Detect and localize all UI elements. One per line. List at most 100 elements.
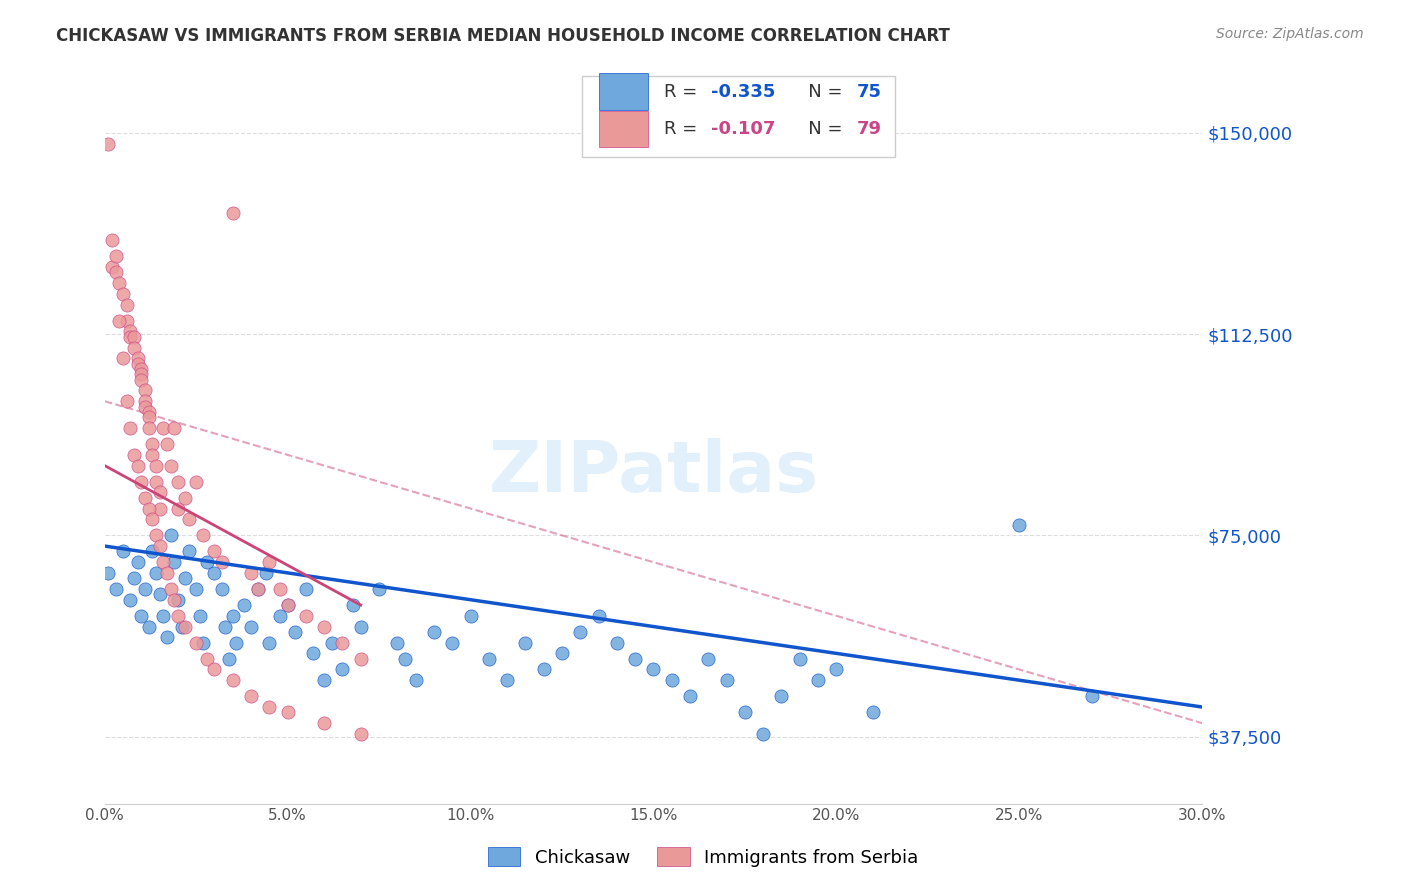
Point: [314, 716, 336, 731]
Point: [195, 652, 218, 666]
Point: [460, 608, 482, 623]
Text: ZIPatlas: ZIPatlas: [488, 438, 818, 508]
Point: [111, 286, 134, 301]
Point: [115, 314, 138, 328]
Text: -0.335: -0.335: [710, 83, 775, 101]
Point: [111, 544, 134, 558]
Point: [697, 652, 720, 666]
Point: [321, 635, 343, 649]
Point: [141, 512, 163, 526]
Point: [145, 458, 167, 473]
Point: [129, 368, 152, 382]
Point: [174, 619, 197, 633]
Text: R =: R =: [665, 120, 703, 138]
Point: [195, 555, 218, 569]
Point: [111, 351, 134, 366]
Point: [211, 582, 233, 596]
Point: [387, 635, 409, 649]
Point: [232, 598, 254, 612]
Point: [152, 555, 174, 569]
Point: [148, 539, 170, 553]
Point: [368, 582, 391, 596]
Point: [177, 544, 200, 558]
Point: [138, 421, 160, 435]
Point: [141, 437, 163, 451]
Point: [515, 635, 537, 649]
Point: [211, 555, 233, 569]
Point: [551, 646, 574, 660]
Point: [569, 624, 592, 639]
Point: [108, 276, 131, 290]
Point: [214, 619, 236, 633]
Point: [350, 652, 373, 666]
Point: [734, 706, 756, 720]
Point: [120, 592, 142, 607]
Point: [314, 619, 336, 633]
Point: [770, 690, 793, 704]
Point: [184, 582, 207, 596]
Point: [342, 598, 364, 612]
Point: [101, 260, 124, 274]
Point: [222, 673, 245, 688]
Point: [97, 566, 120, 580]
Point: [129, 362, 152, 376]
Point: [240, 690, 263, 704]
Point: [193, 635, 215, 649]
Point: [159, 458, 181, 473]
Point: [159, 528, 181, 542]
Point: [156, 630, 179, 644]
Point: [423, 624, 446, 639]
Point: [862, 706, 884, 720]
Point: [122, 448, 145, 462]
Point: [122, 571, 145, 585]
Point: [807, 673, 830, 688]
Point: [269, 582, 291, 596]
Point: [129, 608, 152, 623]
Point: [115, 394, 138, 409]
Point: [134, 394, 156, 409]
Point: [120, 325, 142, 339]
Text: 75: 75: [856, 83, 882, 101]
Point: [624, 652, 647, 666]
Point: [222, 206, 245, 220]
Point: [277, 706, 299, 720]
Text: N =: N =: [790, 83, 848, 101]
Point: [302, 646, 325, 660]
Point: [138, 410, 160, 425]
Point: [134, 491, 156, 505]
Point: [588, 608, 610, 623]
Point: [148, 587, 170, 601]
Point: [269, 608, 291, 623]
Point: [127, 458, 149, 473]
Point: [159, 582, 181, 596]
Point: [332, 635, 354, 649]
Point: [218, 652, 240, 666]
Point: [166, 608, 188, 623]
Point: [789, 652, 811, 666]
Point: [148, 501, 170, 516]
Point: [332, 663, 354, 677]
Text: Source: ZipAtlas.com: Source: ZipAtlas.com: [1216, 27, 1364, 41]
FancyBboxPatch shape: [599, 111, 648, 147]
Point: [277, 598, 299, 612]
Point: [533, 663, 555, 677]
Point: [108, 314, 131, 328]
Point: [152, 608, 174, 623]
Point: [184, 635, 207, 649]
Point: [405, 673, 427, 688]
Point: [104, 582, 127, 596]
Point: [247, 582, 270, 596]
Point: [134, 384, 156, 398]
Point: [134, 582, 156, 596]
Text: CHICKASAW VS IMMIGRANTS FROM SERBIA MEDIAN HOUSEHOLD INCOME CORRELATION CHART: CHICKASAW VS IMMIGRANTS FROM SERBIA MEDI…: [56, 27, 950, 45]
Text: -0.107: -0.107: [710, 120, 775, 138]
Point: [115, 297, 138, 311]
Point: [188, 608, 211, 623]
Point: [752, 727, 775, 741]
Point: [141, 448, 163, 462]
Point: [193, 528, 215, 542]
Text: N =: N =: [790, 120, 848, 138]
Point: [177, 512, 200, 526]
FancyBboxPatch shape: [599, 73, 648, 110]
Point: [145, 528, 167, 542]
